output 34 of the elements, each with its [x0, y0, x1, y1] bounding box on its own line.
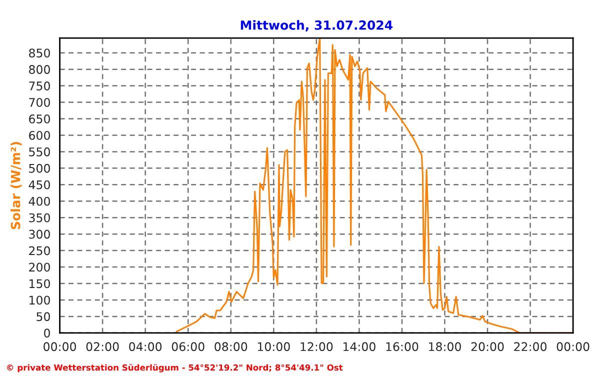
y-tick-label: 150	[30, 279, 50, 288]
x-tick-label: 20:00	[471, 342, 504, 352]
x-tick-label: 00:00	[556, 342, 590, 352]
chart-title: Mittwoch, 31.07.2024	[240, 20, 392, 32]
y-tick-label: 450	[28, 180, 50, 190]
y-tick-label: 300	[29, 230, 50, 239]
x-tick-label: 14:00	[343, 342, 376, 352]
y-tick-label: 400	[28, 196, 50, 206]
y-tick-label: 250	[29, 246, 50, 256]
y-tick-label: 0	[44, 328, 50, 338]
x-tick-label: 06:00	[172, 342, 204, 352]
x-tick-label: 18:00	[429, 342, 461, 352]
y-tick-label: 800	[29, 65, 50, 74]
x-tick-label: 22:00	[514, 342, 547, 352]
x-tick-label: 16:00	[386, 342, 418, 352]
y-tick-label: 50	[36, 312, 50, 322]
y-tick-label: 650	[29, 114, 50, 124]
y-axis-title: Solar (W/m²)	[10, 142, 22, 230]
x-tick-label: 02:00	[86, 342, 119, 352]
x-tick-label: 12:00	[300, 342, 333, 352]
x-tick-label: 10:00	[258, 342, 290, 352]
x-tick-label: 00:00	[44, 342, 76, 352]
text: © private Wetterstation Süderlügum - 54°52'19.2" Nord; 8°54'49.1" Ost	[7, 364, 343, 372]
y-tick-label: 850	[29, 48, 50, 58]
y-tick-label: 200	[29, 262, 50, 272]
y-tick-label: 750	[29, 82, 50, 90]
y-tick-label: 350	[29, 213, 50, 222]
y-tick-label: 600	[29, 130, 50, 140]
y-tick-label: 100	[30, 296, 50, 305]
y-tick-label: 550	[29, 147, 50, 156]
x-tick-label: 08:00	[214, 342, 248, 352]
x-tick-label: 04:00	[129, 342, 162, 352]
y-tick-label: 500	[29, 164, 50, 173]
y-tick-label: 700	[29, 98, 50, 107]
